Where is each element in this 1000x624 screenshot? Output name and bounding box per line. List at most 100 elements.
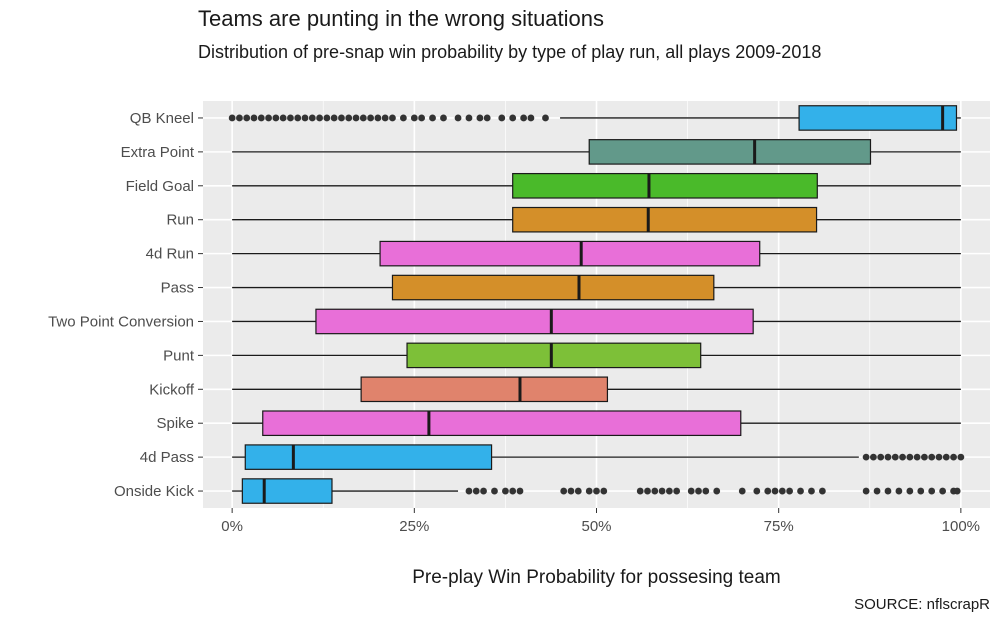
outlier-point xyxy=(870,453,877,461)
outlier-point xyxy=(738,487,746,495)
chart-title: Teams are punting in the wrong situation… xyxy=(198,6,605,31)
y-tick-label: Extra Point xyxy=(121,144,195,161)
outlier-point xyxy=(279,114,287,122)
outlier-point xyxy=(399,114,407,122)
box-4d-run xyxy=(232,240,961,267)
outlier-point xyxy=(928,487,936,495)
boxplot-series xyxy=(228,105,965,504)
outlier-point xyxy=(818,487,826,495)
outlier-point xyxy=(389,114,396,122)
box-extra-point xyxy=(232,139,961,165)
box-iqr xyxy=(379,240,761,267)
outlier-point xyxy=(771,487,779,495)
outlier-point xyxy=(480,487,487,495)
outlier-point xyxy=(272,114,280,122)
outlier-point xyxy=(665,487,673,495)
outlier-point xyxy=(509,487,517,495)
outlier-point xyxy=(950,453,957,461)
box-qb-kneel xyxy=(228,105,961,131)
box-run xyxy=(232,206,961,233)
outlier-point xyxy=(352,114,360,122)
outlier-point xyxy=(476,114,484,122)
outlier-point xyxy=(265,114,272,122)
box-iqr xyxy=(406,342,702,369)
outlier-point xyxy=(873,487,881,495)
outlier-point xyxy=(877,453,885,461)
outlier-point xyxy=(516,487,524,495)
outlier-point xyxy=(440,114,447,122)
outlier-point xyxy=(917,487,925,495)
x-tick-label: 100% xyxy=(942,518,980,535)
outlier-point xyxy=(953,487,961,495)
outlier-point xyxy=(939,487,947,495)
outlier-point xyxy=(294,114,302,122)
y-tick-label: Kickoff xyxy=(149,381,195,398)
box-iqr xyxy=(588,139,872,165)
outlier-point xyxy=(658,487,666,495)
outlier-point xyxy=(323,114,331,122)
box-iqr xyxy=(798,105,958,131)
outlier-point xyxy=(465,487,473,495)
y-tick-label: 4d Run xyxy=(146,246,194,263)
outlier-point xyxy=(753,487,761,495)
outlier-point xyxy=(367,114,375,122)
y-axis: QB Kneel Extra Point Field Goal Run 4d Run Pa… xyxy=(48,110,203,500)
outlier-point xyxy=(891,453,899,461)
y-tick-label: Punt xyxy=(163,347,195,364)
outlier-point xyxy=(600,487,608,495)
y-tick-label: Pass xyxy=(161,280,194,297)
box-iqr xyxy=(360,376,609,403)
box-iqr xyxy=(262,410,742,437)
outlier-point xyxy=(509,114,517,122)
outlier-point xyxy=(862,453,870,461)
chart-subtitle: Distribution of pre-snap win probability… xyxy=(198,42,822,62)
outlier-point xyxy=(687,487,695,495)
y-tick-label: Two Point Conversion xyxy=(48,313,194,330)
outlier-point xyxy=(895,487,903,495)
x-axis: 0% 25% 50% 75% 100% xyxy=(221,508,980,535)
outlier-point xyxy=(520,114,528,122)
box-spike xyxy=(232,410,961,437)
outlier-point xyxy=(673,487,681,495)
outlier-point xyxy=(913,453,921,461)
source-caption: SOURCE: nflscrapR xyxy=(854,596,990,613)
outlier-point xyxy=(472,487,480,495)
outlier-point xyxy=(957,453,965,461)
y-tick-label: QB Kneel xyxy=(130,110,194,127)
outlier-point xyxy=(560,487,568,495)
outlier-point xyxy=(764,487,772,495)
outlier-point xyxy=(778,487,786,495)
outlier-point xyxy=(862,487,870,495)
outlier-point xyxy=(636,487,644,495)
x-tick-label: 0% xyxy=(221,518,243,535)
x-tick-label: 25% xyxy=(399,518,429,535)
outlier-point xyxy=(502,487,509,495)
outlier-point xyxy=(243,114,251,122)
box-onside-kick xyxy=(232,478,961,504)
outlier-point xyxy=(942,453,950,461)
outlier-point xyxy=(374,114,382,122)
outlier-point xyxy=(884,487,892,495)
outlier-point xyxy=(236,114,243,122)
box-iqr xyxy=(244,444,493,470)
box-two-point-conversion xyxy=(232,308,961,335)
outlier-point xyxy=(491,487,498,495)
outlier-point xyxy=(695,487,702,495)
outlier-point xyxy=(899,453,906,461)
outlier-point xyxy=(527,114,535,122)
outlier-point xyxy=(359,114,367,122)
box-iqr xyxy=(512,206,818,233)
outlier-point xyxy=(316,114,323,122)
outlier-point xyxy=(429,114,436,122)
x-axis-label: Pre-play Win Probability for possesing t… xyxy=(412,567,781,588)
outlier-point xyxy=(542,114,549,122)
outlier-point xyxy=(921,453,928,461)
outlier-point xyxy=(906,453,914,461)
y-tick-label: Run xyxy=(166,212,194,229)
box-field-goal xyxy=(232,172,961,199)
outlier-point xyxy=(928,453,936,461)
outlier-point xyxy=(338,114,345,122)
outlier-point xyxy=(713,487,721,495)
outlier-point xyxy=(287,114,294,122)
